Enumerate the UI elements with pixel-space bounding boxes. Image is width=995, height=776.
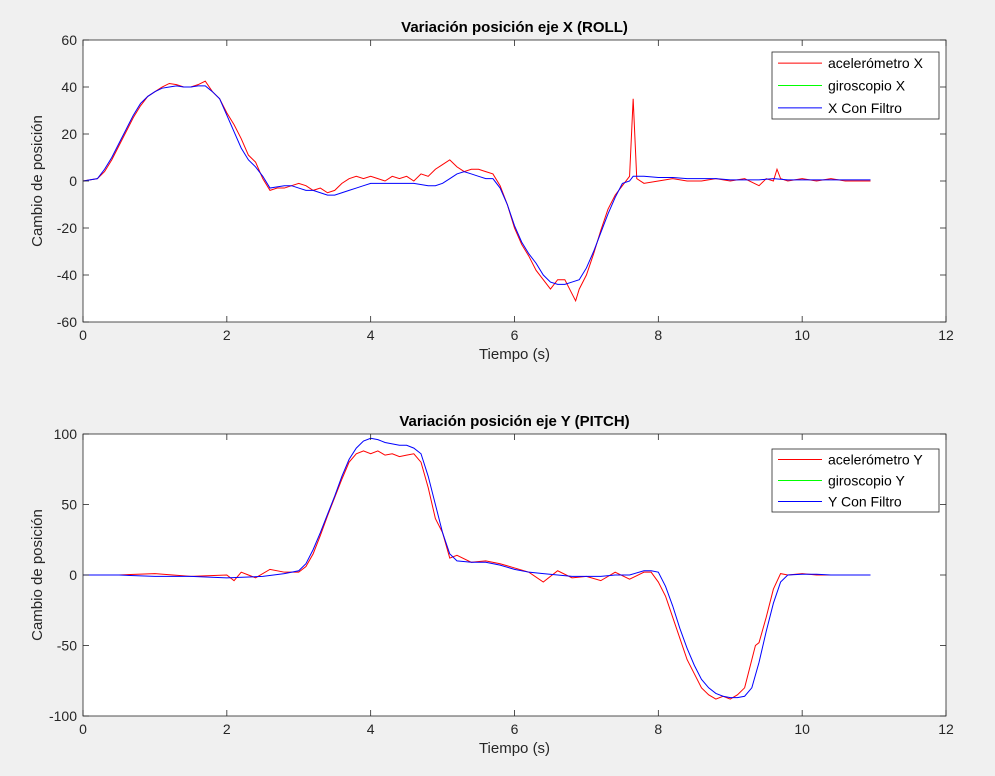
legend-label: giroscopio Y [828,473,905,489]
x-tick-label: 6 [511,721,519,737]
y-tick-label: 0 [69,567,77,583]
x-tick-label: 4 [367,721,375,737]
series-line-3 [83,437,871,699]
y-tick-label: 20 [61,126,77,142]
x-axis-label: Tiempo (s) [479,740,550,757]
legend-label: X Con Filtro [828,100,902,116]
legend-label: acelerómetro Y [828,452,923,468]
y-tick-label: 40 [61,79,77,95]
chart-title: Variación posición eje X (ROLL) [401,19,628,36]
y-axis-label: Cambio de posición [29,115,46,247]
series-line-3 [83,85,871,285]
legend-label: acelerómetro X [828,55,924,71]
x-tick-label: 12 [938,721,954,737]
x-tick-label: 4 [367,327,375,343]
y-axis-label: Cambio de posición [29,509,46,641]
chart-title: Variación posición eje Y (PITCH) [399,413,629,430]
chart-pitch: 0 2 4 6 8 10 12 -100 -50 0 50 100 Variación posición… [29,413,954,757]
x-tick-label: 10 [794,327,810,343]
y-tick-label: -20 [57,220,77,236]
series-line-1 [83,80,871,303]
y-tick-label: 0 [69,173,77,189]
x-tick-label: 10 [794,721,810,737]
y-tick-label: -50 [57,638,77,654]
legend-label: giroscopio X [828,78,906,94]
x-tick-label: 8 [654,327,662,343]
x-tick-label: 6 [511,327,519,343]
y-tick-label: -60 [57,314,77,330]
y-tick-label: 50 [61,497,77,513]
legend: acelerómetro X giroscopio X X Con Filtro [771,51,940,120]
legend: acelerómetro Y giroscopio Y Y Con Filtro [771,448,940,513]
y-tick-label: -40 [57,267,77,283]
x-tick-label: 0 [79,327,87,343]
y-tick-label: 100 [54,426,78,442]
series-line-1 [83,450,871,700]
x-tick-label: 12 [938,327,954,343]
legend-label: Y Con Filtro [828,494,902,510]
x-axis-label: Tiempo (s) [479,346,550,363]
x-tick-label: 2 [223,721,231,737]
x-tick-label: 2 [223,327,231,343]
y-tick-label: 60 [61,32,77,48]
x-tick-label: 8 [654,721,662,737]
x-tick-label: 0 [79,721,87,737]
chart-roll: 0 2 4 6 8 10 12 -60 -40 -20 0 20 40 60 Variación posic… [29,19,954,363]
y-tick-label: -100 [49,708,77,724]
